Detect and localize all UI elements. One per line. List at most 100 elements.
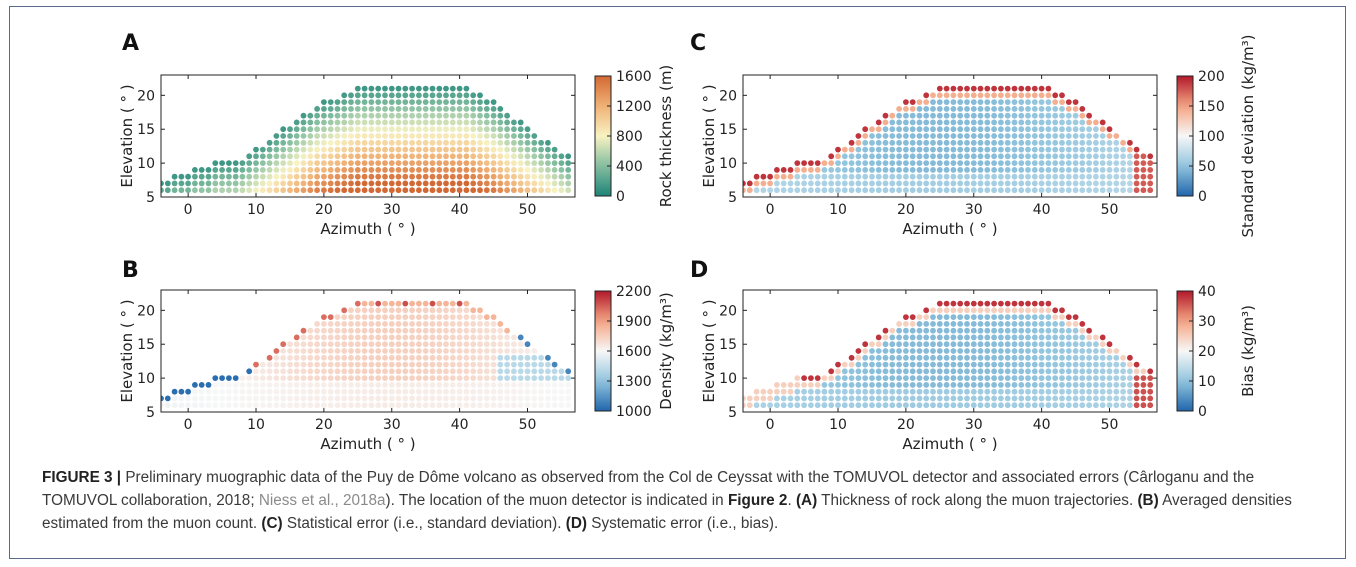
scatter-point: [896, 327, 902, 334]
scatter-point: [909, 321, 916, 327]
scatter-point: [565, 382, 572, 388]
scatter-point: [1025, 187, 1031, 194]
scatter-point: [964, 327, 970, 334]
scatter-point: [936, 300, 943, 307]
scatter-point: [395, 300, 402, 307]
scatter-point: [327, 146, 334, 153]
scatter-point: [957, 307, 964, 314]
scatter-point: [402, 368, 409, 375]
scatter-point: [178, 173, 185, 180]
scatter-point: [977, 395, 984, 402]
scatter-point: [1065, 153, 1072, 160]
scatter-point: [463, 139, 470, 146]
scatter-point: [422, 180, 429, 187]
scatter-point: [950, 119, 957, 126]
scatter-point: [1059, 402, 1065, 409]
scatter-point: [950, 167, 957, 173]
scatter-point: [375, 361, 382, 368]
scatter-point: [477, 119, 483, 126]
scatter-point: [835, 167, 841, 173]
caption-figure-ref-link[interactable]: Figure 2: [727, 492, 788, 509]
scatter-point: [862, 361, 869, 368]
scatter-point: [246, 395, 253, 402]
scatter-point: [382, 167, 388, 173]
scatter-point: [327, 187, 334, 194]
scatter-point: [205, 388, 212, 395]
scatter-point: [828, 153, 835, 160]
scatter-point: [395, 146, 402, 153]
scatter-point: [964, 99, 970, 105]
scatter-point: [1093, 133, 1099, 139]
scatter-point: [348, 173, 354, 180]
scatter-point: [814, 395, 821, 402]
scatter-point: [321, 341, 327, 348]
scatter-point: [1052, 395, 1059, 402]
scatter-point: [402, 361, 409, 368]
scatter-point: [760, 395, 767, 402]
scatter-point: [1093, 187, 1099, 194]
scatter-point: [375, 106, 382, 112]
scatter-point: [1011, 395, 1018, 402]
scatter-point: [950, 314, 957, 320]
colorbar-tick-label: 20: [1198, 344, 1216, 360]
scatter-point: [943, 395, 950, 402]
scatter-point: [1025, 146, 1031, 153]
scatter-point: [470, 126, 477, 133]
scatter-point: [841, 388, 848, 395]
scatter-point: [402, 348, 409, 354]
scatter-point: [903, 375, 909, 381]
scatter-point: [232, 375, 239, 381]
scatter-point: [470, 146, 477, 153]
scatter-point: [171, 187, 178, 194]
scatter-point: [327, 361, 334, 368]
scatter-point: [1086, 348, 1092, 354]
scatter-point: [970, 187, 977, 194]
scatter-point: [909, 119, 916, 126]
scatter-point: [1140, 402, 1147, 409]
scatter-point: [368, 354, 375, 361]
colorbar-label: Rock thickness (m): [657, 65, 675, 208]
scatter-point: [875, 180, 882, 187]
scatter-point: [361, 314, 368, 320]
scatter-point: [1140, 153, 1147, 160]
scatter-point: [416, 180, 422, 187]
scatter-point: [409, 92, 415, 99]
scatter-point: [1133, 395, 1140, 402]
scatter-point: [517, 395, 524, 402]
scatter-point: [1038, 321, 1045, 327]
scatter-point: [511, 402, 517, 409]
scatter-point: [354, 354, 361, 361]
scatter-point: [835, 173, 841, 180]
scatter-point: [896, 160, 902, 167]
scatter-point: [848, 368, 855, 375]
scatter-point: [524, 348, 531, 354]
caption-citation-link[interactable]: Niess et al., 2018a: [258, 492, 386, 509]
scatter-point: [259, 382, 266, 388]
scatter-point: [368, 307, 375, 314]
scatter-point: [855, 160, 862, 167]
scatter-point: [936, 354, 943, 361]
scatter-point: [511, 126, 517, 133]
scatter-point: [1031, 180, 1038, 187]
scatter-point: [545, 167, 551, 173]
scatter-point: [477, 180, 483, 187]
scatter-point: [930, 106, 936, 112]
scatter-point: [862, 395, 869, 402]
scatter-point: [382, 173, 388, 180]
scatter-point: [307, 395, 314, 402]
scatter-point: [321, 402, 327, 409]
scatter-point: [354, 99, 361, 105]
scatter-point: [470, 153, 477, 160]
scatter-point: [436, 133, 443, 139]
scatter-point: [936, 99, 943, 105]
scatter-point: [957, 314, 964, 320]
scatter-point: [1045, 307, 1052, 314]
y-tick-label: 20: [137, 88, 155, 104]
scatter-point: [287, 388, 293, 395]
scatter-point: [239, 160, 246, 167]
scatter-point: [422, 119, 429, 126]
scatter-point: [1031, 85, 1038, 92]
scatter-point: [253, 160, 259, 167]
scatter-point: [300, 388, 307, 395]
scatter-point: [293, 167, 300, 173]
